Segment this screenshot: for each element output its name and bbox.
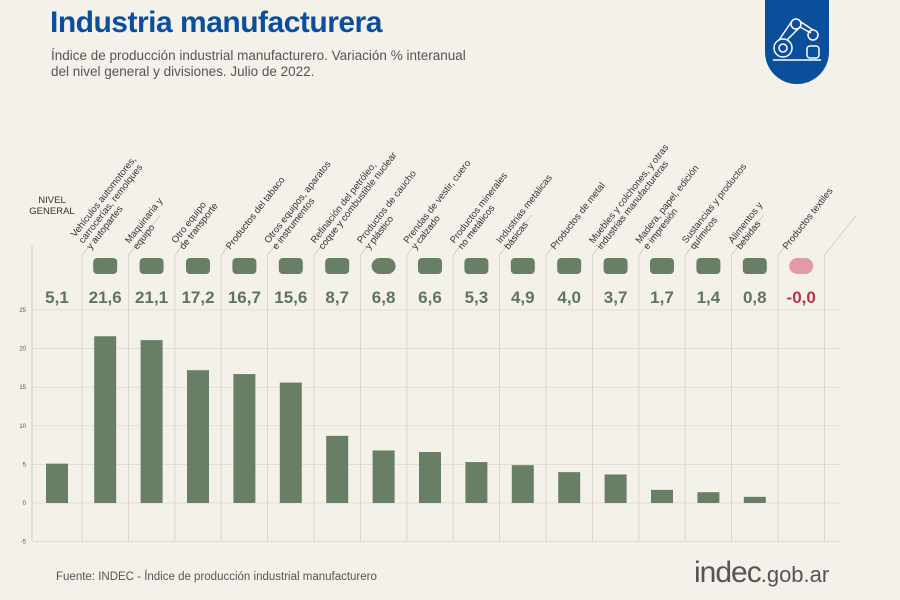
category-label: Refinación del petróleo,coque y combusti… <box>309 144 400 252</box>
cement-mixer-icon <box>464 258 489 274</box>
column-separator-diagonal <box>313 214 347 256</box>
y-tick-label: -5 <box>21 540 27 546</box>
value-label: 4,9 <box>511 288 535 307</box>
value-label: 17,2 <box>181 288 214 307</box>
column-separator-diagonal <box>220 214 254 256</box>
hammer-icon <box>557 258 582 274</box>
column-separator-diagonal <box>824 214 857 256</box>
shirt-icon <box>418 258 442 274</box>
value-label: 21,1 <box>135 288 168 307</box>
y-tick-label: 10 <box>19 424 26 430</box>
indec-logo: indec.gob.ar <box>694 556 830 589</box>
bar <box>140 340 163 503</box>
page-subtitle: Índice de producción industrial manufact… <box>51 48 466 79</box>
column-separator-diagonal <box>81 214 115 256</box>
bar <box>651 489 673 503</box>
tire-icon <box>371 258 396 274</box>
value-label: 1,7 <box>650 288 674 307</box>
thread-spool-icon <box>789 258 814 274</box>
bar <box>697 492 720 503</box>
source-note: Fuente: INDEC - Índice de producción ind… <box>56 571 377 583</box>
category-label: Otro equipode transporte <box>170 195 221 252</box>
value-label: -0,0 <box>787 288 816 307</box>
bar <box>279 382 302 503</box>
bar <box>743 496 766 503</box>
y-tick-label: 0 <box>23 501 27 507</box>
bar <box>187 370 209 503</box>
badge <box>765 0 829 84</box>
bar <box>465 462 488 503</box>
steel-coil-icon <box>510 258 535 274</box>
column-separator-diagonal <box>777 214 811 256</box>
value-label: 6,6 <box>418 288 442 307</box>
bar <box>604 474 627 503</box>
y-tick-label: 20 <box>19 347 26 353</box>
category-label: Alimentos ybebidas <box>726 200 773 252</box>
bar <box>419 452 441 503</box>
column-separator-diagonal <box>499 214 532 256</box>
robot-arm-icon <box>773 18 821 61</box>
category-label: Maquinaria yequipo <box>123 196 173 252</box>
furniture-icon <box>603 258 628 274</box>
bar <box>94 336 117 503</box>
value-label: 16,7 <box>228 288 261 307</box>
column-separator-diagonal <box>360 214 393 256</box>
column-separator-diagonal <box>545 214 579 256</box>
refinery-icon <box>325 258 350 274</box>
column-separator-diagonal <box>592 214 625 256</box>
paper-icon <box>650 258 674 274</box>
page-title: Industria manufacturera <box>50 6 382 39</box>
y-tick-label: 25 <box>19 308 26 314</box>
bar <box>233 374 256 503</box>
value-label: 15,6 <box>274 288 307 307</box>
y-tick-label: 5 <box>23 462 27 468</box>
car-icon <box>93 258 118 274</box>
motorcycle-icon <box>186 258 210 274</box>
flask-icon <box>696 258 721 274</box>
pipe-icon <box>232 258 257 274</box>
bar <box>326 435 349 503</box>
bar-chart: -505101520255,1NIVELGENERAL21,6Vehículos… <box>19 142 857 546</box>
value-label: 21,6 <box>89 288 122 307</box>
value-label: 8,7 <box>325 288 349 307</box>
column-separator-diagonal <box>174 214 208 256</box>
tractor-icon <box>139 258 164 274</box>
category-label: GENERAL <box>29 206 74 217</box>
bar <box>372 450 395 503</box>
column-separator-diagonal <box>684 214 718 256</box>
column-separator-diagonal <box>128 214 161 256</box>
laptop-icon <box>278 258 303 274</box>
bar <box>558 472 581 503</box>
value-label: 4,0 <box>557 288 581 307</box>
value-label: 5,1 <box>45 288 69 307</box>
column-separator-diagonal <box>406 214 440 256</box>
y-tick-label: 15 <box>19 385 26 391</box>
value-label: 6,8 <box>372 288 396 307</box>
value-label: 5,3 <box>465 288 489 307</box>
category-label: Productos textiles <box>781 186 836 252</box>
value-label: 3,7 <box>604 288 628 307</box>
bar <box>511 465 534 503</box>
value-label: 1,4 <box>697 288 721 307</box>
category-label: NIVEL <box>38 195 65 206</box>
bottle-icon <box>742 258 767 274</box>
column-separator-diagonal <box>452 214 486 256</box>
column-separator-diagonal <box>731 214 764 256</box>
column-separator-diagonal <box>267 214 300 256</box>
value-label: 0,8 <box>743 288 767 307</box>
column-separator-diagonal <box>638 214 672 256</box>
bar <box>46 463 68 503</box>
